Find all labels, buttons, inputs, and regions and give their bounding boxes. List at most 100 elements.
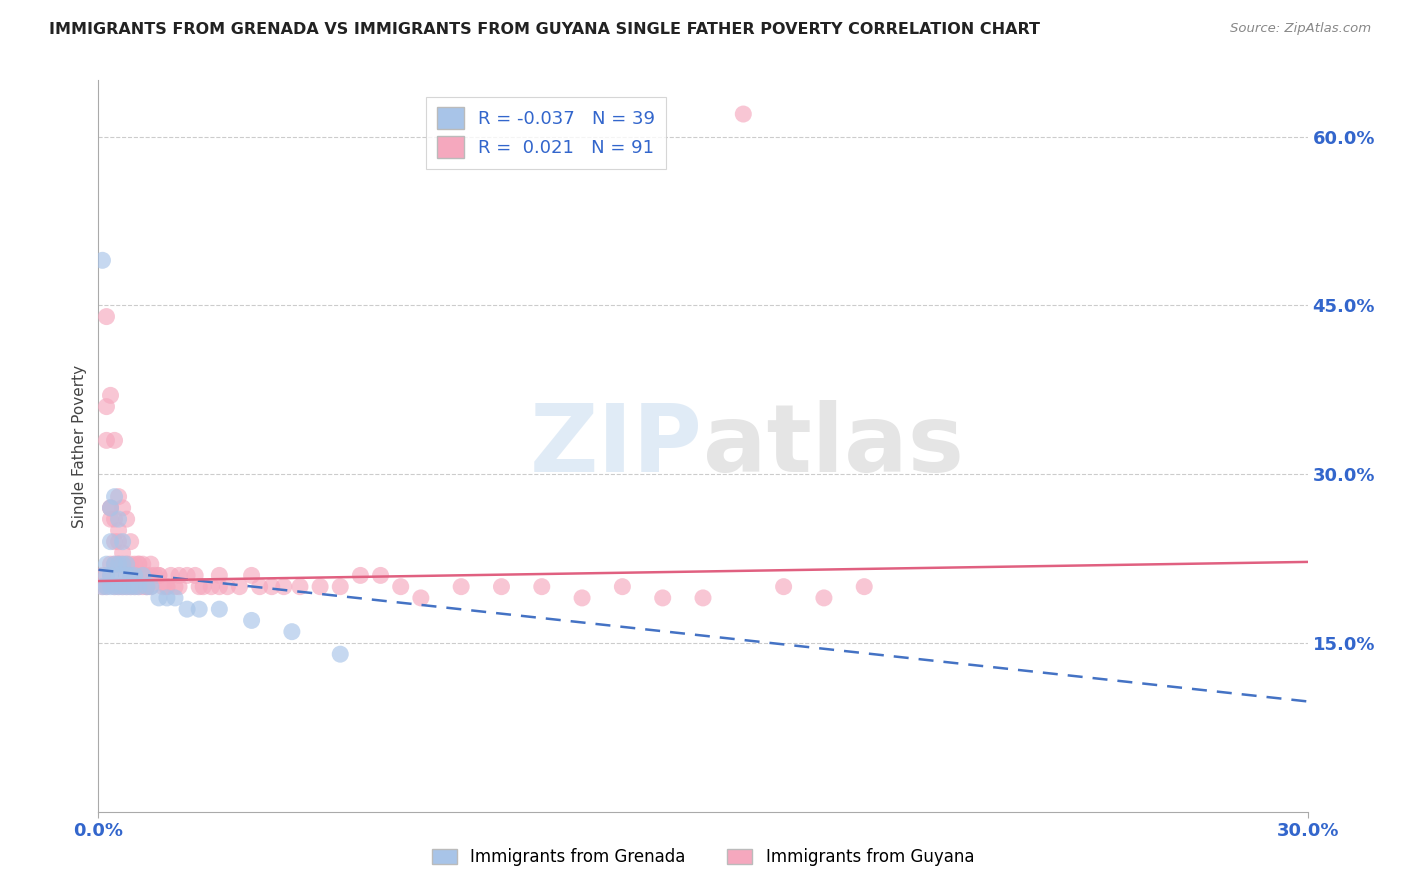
- Point: [309, 580, 332, 594]
- Point: [115, 557, 138, 571]
- Point: [612, 580, 634, 594]
- Point: [329, 580, 352, 594]
- Point: [128, 557, 150, 571]
- Legend: Immigrants from Grenada, Immigrants from Guyana: Immigrants from Grenada, Immigrants from…: [425, 842, 981, 873]
- Point: [124, 580, 146, 594]
- Point: [188, 602, 211, 616]
- Point: [208, 568, 231, 582]
- Point: [132, 557, 155, 571]
- Point: [120, 534, 142, 549]
- Point: [103, 434, 125, 448]
- Point: [96, 580, 118, 594]
- Point: [100, 568, 122, 582]
- Point: [208, 602, 231, 616]
- Point: [163, 580, 186, 594]
- Point: [349, 568, 371, 582]
- Point: [103, 534, 125, 549]
- Point: [103, 557, 125, 571]
- Point: [107, 557, 129, 571]
- Point: [208, 580, 231, 594]
- Point: [139, 568, 162, 582]
- Point: [103, 490, 125, 504]
- Point: [111, 557, 134, 571]
- Point: [120, 568, 142, 582]
- Text: atlas: atlas: [703, 400, 965, 492]
- Point: [120, 568, 142, 582]
- Point: [115, 557, 138, 571]
- Point: [167, 568, 190, 582]
- Point: [128, 580, 150, 594]
- Point: [100, 557, 122, 571]
- Point: [100, 500, 122, 515]
- Point: [450, 580, 472, 594]
- Point: [100, 534, 122, 549]
- Point: [772, 580, 794, 594]
- Point: [100, 568, 122, 582]
- Text: ZIP: ZIP: [530, 400, 703, 492]
- Point: [100, 580, 122, 594]
- Text: IMMIGRANTS FROM GRENADA VS IMMIGRANTS FROM GUYANA SINGLE FATHER POVERTY CORRELAT: IMMIGRANTS FROM GRENADA VS IMMIGRANTS FR…: [49, 22, 1040, 37]
- Point: [115, 568, 138, 582]
- Point: [160, 568, 183, 582]
- Point: [135, 580, 157, 594]
- Point: [111, 500, 134, 515]
- Point: [143, 568, 166, 582]
- Point: [132, 568, 155, 582]
- Point: [156, 580, 179, 594]
- Point: [96, 568, 118, 582]
- Point: [163, 591, 186, 605]
- Point: [115, 580, 138, 594]
- Point: [111, 580, 134, 594]
- Point: [111, 580, 134, 594]
- Point: [120, 580, 142, 594]
- Point: [91, 568, 114, 582]
- Point: [176, 568, 198, 582]
- Point: [200, 580, 222, 594]
- Point: [281, 624, 304, 639]
- Point: [96, 557, 118, 571]
- Point: [139, 580, 162, 594]
- Point: [139, 580, 162, 594]
- Point: [530, 580, 553, 594]
- Point: [249, 580, 271, 594]
- Point: [135, 568, 157, 582]
- Point: [91, 253, 114, 268]
- Point: [103, 580, 125, 594]
- Legend: R = -0.037   N = 39, R =  0.021   N = 91: R = -0.037 N = 39, R = 0.021 N = 91: [426, 96, 666, 169]
- Point: [409, 591, 432, 605]
- Point: [491, 580, 513, 594]
- Point: [156, 591, 179, 605]
- Point: [120, 557, 142, 571]
- Point: [115, 512, 138, 526]
- Y-axis label: Single Father Poverty: Single Father Poverty: [72, 365, 87, 527]
- Point: [107, 512, 129, 526]
- Point: [100, 500, 122, 515]
- Point: [156, 580, 179, 594]
- Point: [107, 557, 129, 571]
- Point: [96, 310, 118, 324]
- Point: [370, 568, 392, 582]
- Point: [103, 580, 125, 594]
- Point: [167, 580, 190, 594]
- Point: [128, 557, 150, 571]
- Point: [100, 512, 122, 526]
- Point: [813, 591, 835, 605]
- Point: [571, 591, 593, 605]
- Point: [100, 500, 122, 515]
- Point: [240, 614, 263, 628]
- Point: [124, 568, 146, 582]
- Point: [107, 557, 129, 571]
- Point: [115, 568, 138, 582]
- Point: [91, 580, 114, 594]
- Point: [188, 580, 211, 594]
- Point: [389, 580, 412, 594]
- Point: [135, 580, 157, 594]
- Point: [120, 580, 142, 594]
- Point: [288, 580, 311, 594]
- Point: [733, 107, 755, 121]
- Point: [96, 580, 118, 594]
- Point: [115, 580, 138, 594]
- Point: [96, 400, 118, 414]
- Point: [329, 647, 352, 661]
- Point: [148, 568, 170, 582]
